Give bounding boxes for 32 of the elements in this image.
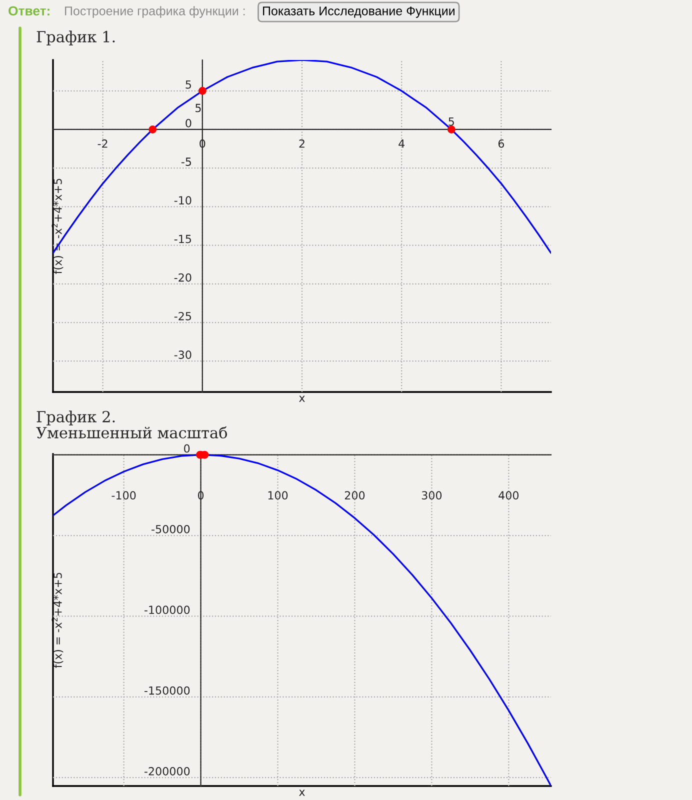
y-tick-label: -10: [174, 196, 192, 205]
x-tick-label: 400: [498, 491, 519, 500]
annotation: 5: [196, 104, 201, 112]
chart-title: График 1.: [36, 30, 115, 46]
x-tick-label: 300: [422, 491, 442, 500]
chart-subtitle: Уменьшенный масштаб: [36, 426, 228, 438]
x-tick-label: 100: [268, 491, 288, 500]
x-tick-label: 6: [498, 139, 504, 148]
text: Ответ:: [8, 6, 50, 16]
y-tick-label: -25: [174, 312, 192, 320]
y-tick-label: 0: [184, 444, 190, 453]
x-tick-label: -2: [98, 139, 108, 148]
x-tick-label: 4: [398, 140, 405, 148]
y-tick-label: -15: [174, 234, 192, 244]
x-tick-label: -100: [112, 491, 136, 500]
x-axis-title: x: [299, 790, 305, 796]
y-tick-label: -5: [181, 158, 192, 166]
chart-title: График 2.: [36, 410, 115, 426]
y-tick-label: -200000: [144, 767, 190, 776]
x-tick-label: 2: [299, 139, 304, 148]
x-tick-label: 200: [344, 491, 365, 500]
y-tick-label: -100000: [144, 606, 190, 614]
text: Показать Исследование Функции: [263, 6, 454, 18]
y-tick-label: -50000: [152, 524, 190, 534]
text: Построение графика функции :: [65, 6, 245, 18]
x-axis-title: x: [299, 396, 305, 402]
y-tick-label: 0: [186, 118, 192, 128]
y-tick-label: -150000: [144, 686, 190, 695]
y-tick-label: -30: [174, 350, 192, 359]
y-tick-label: -20: [174, 273, 192, 282]
y-tick-label: 5: [186, 80, 192, 89]
annotation: 5: [448, 118, 454, 126]
